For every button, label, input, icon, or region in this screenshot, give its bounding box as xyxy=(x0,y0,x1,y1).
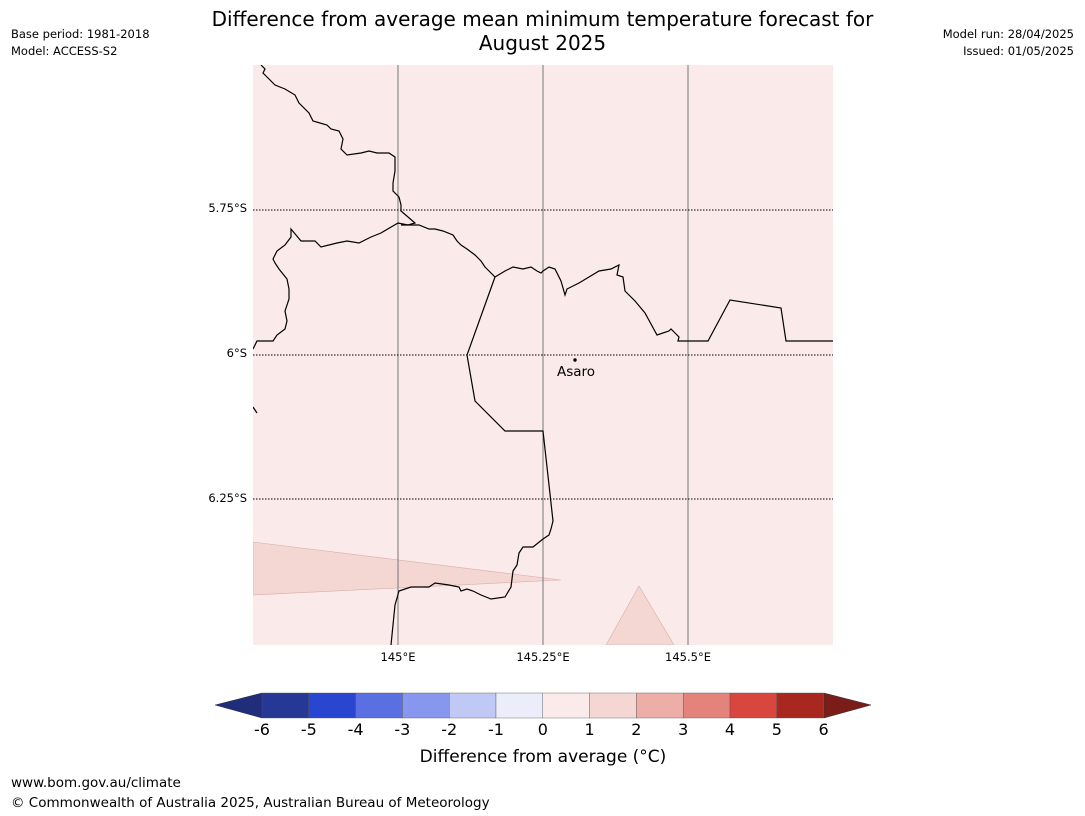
province-boundaries xyxy=(253,65,833,645)
colorbar-tick-label: -1 xyxy=(488,720,504,739)
boundary-west-fragment xyxy=(253,406,258,414)
colorbar-segment xyxy=(589,692,637,719)
colorbar-over-arrow xyxy=(823,692,871,719)
colorbar-tick-label: 4 xyxy=(724,720,736,739)
colorbar-tick-label: -2 xyxy=(441,720,458,739)
lat-label-5-75s: 5.75°S xyxy=(208,201,247,215)
issued-date: Issued: 01/05/2025 xyxy=(963,44,1074,58)
colorbar-tick-label: -5 xyxy=(300,720,317,739)
model-name: Model: ACCESS-S2 xyxy=(11,44,118,58)
colorbar-segment xyxy=(448,692,497,719)
model-run: Model run: 28/04/2025 xyxy=(942,27,1074,41)
colorbar-segment xyxy=(683,692,731,719)
footer-url: www.bom.gov.au/climate xyxy=(11,775,181,791)
lon-label-145-5e: 145.5°E xyxy=(665,650,711,664)
colorbar-tick-label: 5 xyxy=(771,720,782,739)
lon-label-145-25e: 145.25°E xyxy=(516,650,570,664)
colorbar-under-arrow xyxy=(215,692,263,719)
colorbar-tick-label: 6 xyxy=(818,720,829,739)
colorbar-tick-label: 0 xyxy=(537,720,548,739)
colorbar xyxy=(215,692,871,719)
colorbar-tick-label: -3 xyxy=(394,720,411,739)
colorbar-tick-label: 1 xyxy=(584,720,595,739)
colorbar-segment xyxy=(542,692,590,719)
anomaly-patch-south xyxy=(605,585,675,645)
anomaly-patch-west xyxy=(253,541,562,596)
footer-copyright: © Commonwealth of Australia 2025, Austra… xyxy=(11,795,490,811)
boundary-north xyxy=(253,65,417,350)
title-line-2: August 2025 xyxy=(478,31,607,55)
meta-right: Model run: 28/04/2025 Issued: 01/05/2025 xyxy=(943,26,1074,60)
colorbar-segment xyxy=(495,692,543,719)
colorbar-segment xyxy=(308,692,356,719)
asaro-marker xyxy=(573,358,577,362)
colorbar-segment xyxy=(355,692,403,719)
boundary-south xyxy=(390,276,554,645)
colorbar-segment xyxy=(636,692,684,719)
colorbar-tick-label: -6 xyxy=(254,720,270,739)
colorbar-segment xyxy=(402,692,450,719)
base-period: Base period: 1981-2018 xyxy=(11,27,150,41)
place-label-asaro: Asaro xyxy=(556,364,596,380)
title-line-1: Difference from average mean minimum tem… xyxy=(211,7,874,31)
meta-left: Base period: 1981-2018 Model: ACCESS-S2 xyxy=(11,26,150,60)
map-title: Difference from average mean minimum tem… xyxy=(150,7,935,55)
colorbar-segment xyxy=(729,692,777,719)
colorbar-segment xyxy=(261,692,309,719)
lon-label-145e: 145°E xyxy=(380,650,416,664)
colorbar-tick-label: 2 xyxy=(631,720,642,739)
colorbar-segment xyxy=(776,692,824,719)
colorbar-tick-label: -4 xyxy=(347,720,364,739)
colorbar-segments xyxy=(261,692,824,719)
boundary-central xyxy=(401,224,833,342)
colorbar-tick-label: 3 xyxy=(678,720,689,739)
lat-label-6s: 6°S xyxy=(226,346,247,360)
lat-label-6-25s: 6.25°S xyxy=(208,491,247,505)
forecast-map xyxy=(253,65,833,645)
colorbar-label: Difference from average (°C) xyxy=(419,747,667,767)
